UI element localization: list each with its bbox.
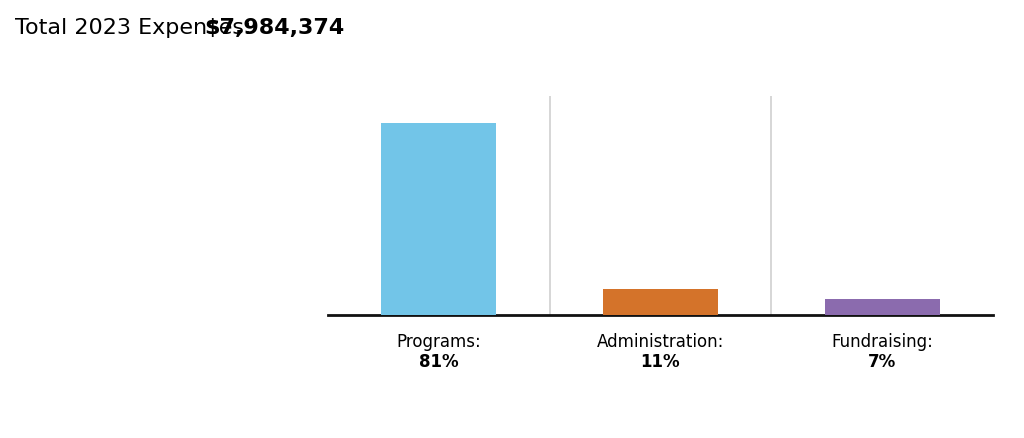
Bar	[824, 299, 940, 315]
Text: Programs:: Programs:	[396, 333, 481, 351]
Text: 81%: 81%	[419, 353, 459, 371]
Text: Fundraising:: Fundraising:	[831, 333, 933, 351]
Text: 7%: 7%	[868, 353, 896, 371]
Bar	[603, 289, 718, 315]
Text: Total 2023 Expenses:: Total 2023 Expenses:	[15, 18, 259, 38]
Text: Administration:: Administration:	[597, 333, 724, 351]
Text: $7,984,374: $7,984,374	[205, 18, 345, 38]
Bar	[381, 123, 497, 315]
Text: 11%: 11%	[641, 353, 680, 371]
